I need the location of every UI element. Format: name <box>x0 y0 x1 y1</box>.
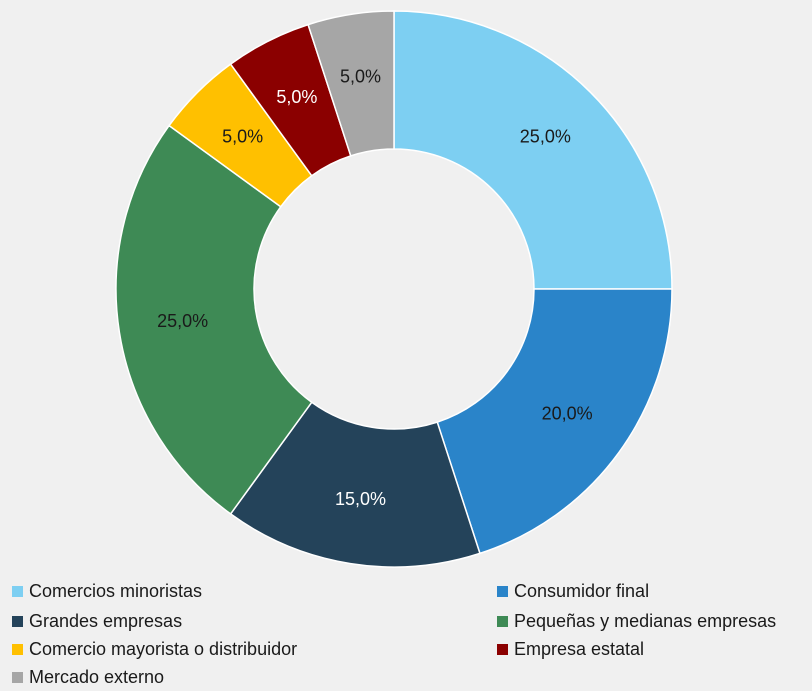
legend-label: Comercios minoristas <box>29 581 202 601</box>
data-label: 15,0% <box>335 489 386 509</box>
data-label: 20,0% <box>542 404 593 424</box>
legend-label: Grandes empresas <box>29 611 182 631</box>
legend-swatch <box>12 586 23 597</box>
legend-swatch <box>12 644 23 655</box>
legend-swatch <box>497 616 508 627</box>
legend-label: Comercio mayorista o distribuidor <box>29 639 297 659</box>
legend-swatch <box>497 644 508 655</box>
donut-slice <box>115 124 313 515</box>
legend-label: Pequeñas y medianas empresas <box>514 611 776 631</box>
data-label: 5,0% <box>222 126 263 146</box>
data-label: 25,0% <box>157 311 208 331</box>
data-label: 5,0% <box>276 87 317 107</box>
donut-slice <box>229 401 481 568</box>
legend-swatch <box>12 616 23 627</box>
data-label: 25,0% <box>520 126 571 146</box>
legend-label: Consumidor final <box>514 581 649 601</box>
legend-label: Empresa estatal <box>514 639 644 659</box>
legend-label: Mercado externo <box>29 667 164 687</box>
legend-swatch <box>12 672 23 683</box>
donut-slice <box>436 288 673 555</box>
donut-slice <box>393 10 673 290</box>
data-label: 5,0% <box>340 66 381 86</box>
legend-swatch <box>497 586 508 597</box>
donut-slice <box>307 10 395 157</box>
